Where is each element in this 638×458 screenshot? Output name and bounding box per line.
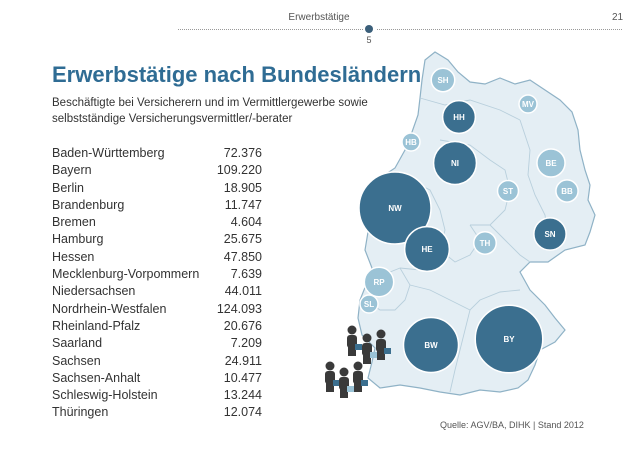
table-row: Berlin 18.905 bbox=[52, 180, 262, 197]
bubble-label-by: BY bbox=[503, 335, 515, 344]
bubble-hh bbox=[441, 99, 477, 135]
bubble-label-rp: RP bbox=[373, 278, 385, 287]
bubble-th bbox=[473, 231, 497, 255]
person-icon bbox=[339, 367, 354, 398]
table-row: Sachsen 24.911 bbox=[52, 353, 262, 370]
header-divider-right bbox=[377, 29, 622, 30]
state-value: 47.850 bbox=[223, 249, 262, 264]
state-name: Sachsen-Anhalt bbox=[52, 370, 141, 385]
header-divider-left bbox=[178, 29, 363, 30]
state-value: 7.639 bbox=[230, 267, 262, 282]
bubble-by bbox=[474, 304, 544, 374]
state-value: 72.376 bbox=[223, 146, 262, 160]
bubble-label-bb: BB bbox=[561, 187, 573, 196]
person-icon bbox=[347, 325, 362, 356]
table-row: Mecklenburg-Vorpommern 7.639 bbox=[52, 266, 262, 283]
table-row: Saarland 7.209 bbox=[52, 335, 262, 352]
bubble-ni bbox=[432, 140, 478, 186]
state-value: 11.747 bbox=[224, 197, 262, 212]
table-row: Brandenburg 11.747 bbox=[52, 197, 262, 214]
person-icon bbox=[376, 329, 391, 360]
bubble-label-hh: HH bbox=[453, 113, 465, 122]
table-row: Sachsen-Anhalt 10.477 bbox=[52, 370, 262, 387]
state-name: Bayern bbox=[52, 163, 92, 178]
person-icon bbox=[325, 361, 340, 392]
state-value: 12.074 bbox=[223, 405, 262, 420]
table-row: Schleswig-Holstein 13.244 bbox=[52, 387, 262, 404]
bubble-sl bbox=[359, 294, 379, 314]
state-value: 109.220 bbox=[216, 163, 262, 178]
state-name: Hessen bbox=[52, 249, 95, 264]
person-icon bbox=[353, 361, 368, 392]
state-value: 4.604 bbox=[230, 215, 262, 230]
bubble-mv bbox=[518, 94, 538, 114]
state-name: Saarland bbox=[52, 336, 103, 351]
table-row: Rheinland-Pfalz 20.676 bbox=[52, 318, 262, 335]
state-value: 44.011 bbox=[224, 284, 262, 299]
state-name: Baden-Württemberg bbox=[52, 146, 165, 160]
state-value: 13.244 bbox=[223, 388, 262, 403]
state-name: Sachsen bbox=[52, 353, 101, 368]
bubble-label-sh: SH bbox=[437, 76, 448, 85]
state-value: 24.911 bbox=[224, 353, 262, 368]
state-name: Rheinland-Pfalz bbox=[52, 318, 141, 333]
bubble-he bbox=[403, 225, 451, 273]
state-value: 25.675 bbox=[223, 232, 262, 247]
bubble-label-ni: NI bbox=[451, 159, 459, 168]
state-value: 124.093 bbox=[216, 301, 262, 316]
state-value: 18.905 bbox=[223, 180, 262, 195]
state-name: Bremen bbox=[52, 215, 96, 230]
table-row: Thüringen 12.074 bbox=[52, 404, 262, 421]
state-table: Baden-Württemberg 72.376 Bayern 109.220 Berl… bbox=[52, 145, 262, 422]
subtitle: Beschäftigte bei Versicherern und im Ver… bbox=[52, 97, 368, 125]
state-name: Berlin bbox=[52, 180, 84, 195]
state-value: 7.209 bbox=[230, 336, 262, 351]
bubble-label-sn: SN bbox=[544, 230, 555, 239]
bubble-nw bbox=[358, 171, 432, 245]
header-dot bbox=[365, 25, 373, 33]
state-name: Niedersachsen bbox=[52, 284, 136, 299]
bubble-label-sl: SL bbox=[364, 300, 374, 309]
table-row: Niedersachsen 44.011 bbox=[52, 283, 262, 300]
bubble-label-st: ST bbox=[503, 187, 513, 196]
state-name: Hamburg bbox=[52, 232, 104, 247]
bubble-label-bw: BW bbox=[424, 341, 438, 350]
table-row: Baden-Württemberg 72.376 bbox=[52, 145, 262, 162]
table-row: Nordrhein-Westfalen 124.093 bbox=[52, 301, 262, 318]
page-number: 21 bbox=[612, 12, 624, 23]
state-value: 20.676 bbox=[223, 318, 262, 333]
section-number: 5 bbox=[366, 35, 372, 45]
bubble-label-nw: NW bbox=[388, 204, 402, 213]
bubble-sh bbox=[430, 67, 456, 93]
bubble-label-he: HE bbox=[421, 245, 433, 254]
state-name: Schleswig-Holstein bbox=[52, 388, 158, 403]
running-header-section: Erwerbstätige bbox=[288, 12, 350, 23]
bubble-sn bbox=[533, 217, 567, 251]
bubble-bb bbox=[555, 179, 579, 203]
bubble-label-be: BE bbox=[545, 159, 557, 168]
table-row: Bayern 109.220 bbox=[52, 162, 262, 179]
source-note: Quelle: AGV/BA, DIHK | Stand 2012 bbox=[440, 420, 584, 430]
table-row: Hamburg 25.675 bbox=[52, 231, 262, 248]
bubble-be bbox=[536, 148, 566, 178]
state-name: Nordrhein-Westfalen bbox=[52, 301, 167, 316]
bubble-rp bbox=[363, 266, 395, 298]
table-row: Bremen 4.604 bbox=[52, 214, 262, 231]
table-row: Hessen 47.850 bbox=[52, 249, 262, 266]
state-value: 10.477 bbox=[223, 370, 262, 385]
bubble-st bbox=[496, 179, 520, 203]
bubble-label-th: TH bbox=[480, 239, 491, 248]
bubble-hb bbox=[401, 132, 421, 152]
bubble-bw bbox=[402, 316, 460, 374]
bubble-label-mv: MV bbox=[522, 100, 535, 109]
page-title: Erwerbstätige nach Bundesländern bbox=[52, 62, 422, 87]
state-name: Mecklenburg-Vorpommern bbox=[52, 267, 200, 282]
state-name: Brandenburg bbox=[52, 197, 125, 212]
bubble-label-hb: HB bbox=[405, 138, 417, 147]
state-name: Thüringen bbox=[52, 405, 109, 420]
person-icon bbox=[362, 333, 377, 364]
